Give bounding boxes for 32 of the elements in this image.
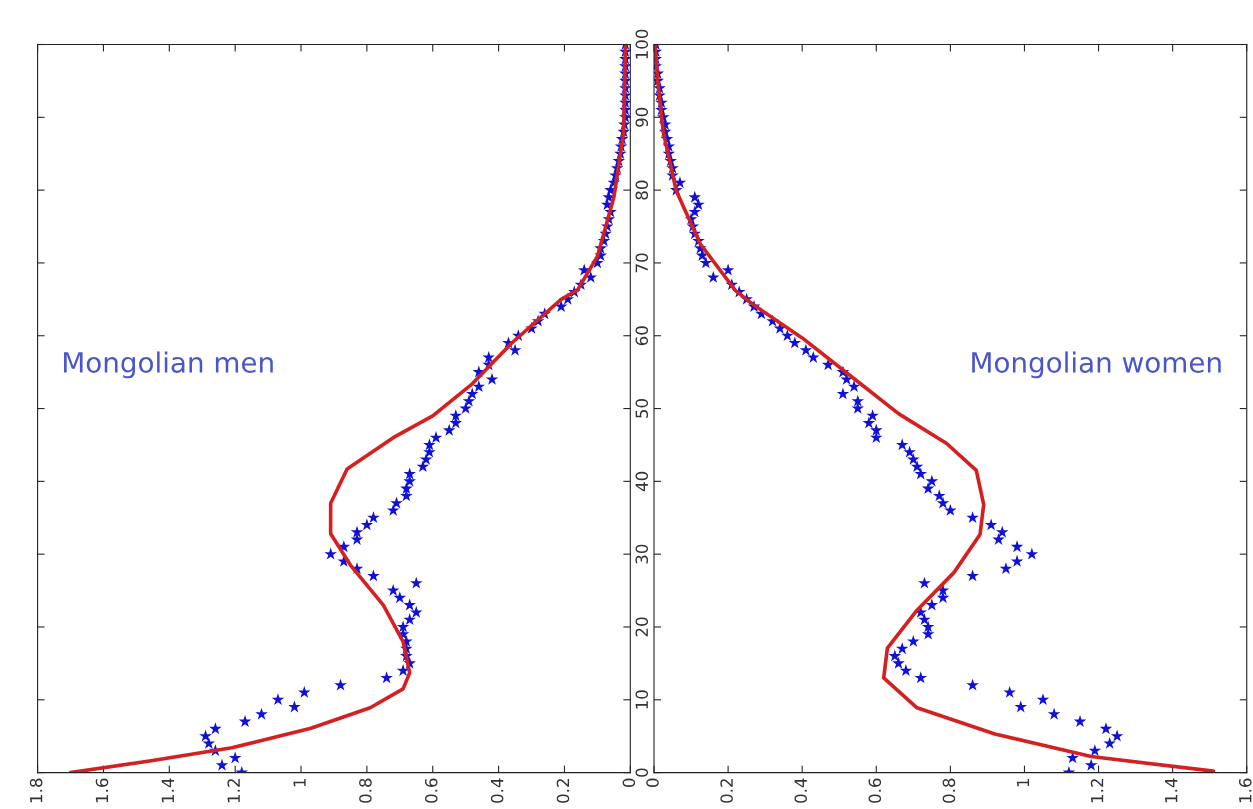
x-tick-label: 0.2 [556,779,570,803]
x-tick-label: 0.4 [490,778,504,803]
y-tick-label: 100 [635,29,649,59]
x-tick-label: 1 [1016,779,1030,787]
y-tick-label: 70 [635,253,649,273]
x-tick-label: 0 [646,778,659,787]
x-tick-label: 1.8 [29,778,43,803]
x-tick-label: 1.6 [95,778,109,803]
annotation: Mongolian men [64,351,273,379]
annotation: Mongolian women [972,351,1221,379]
x-tick-label: 1.4 [161,778,174,803]
x-tick-label: 0.6 [868,778,882,803]
x-tick-label: 0.8 [359,778,372,803]
x-tick-label: 1.6 [1238,778,1252,803]
x-tick-label: 1.2 [1090,779,1104,803]
y-tick-label: 50 [635,399,649,418]
x-tick-label: 1 [293,779,306,787]
y-tick-label: 0 [635,768,649,777]
y-tick-label: 40 [635,471,649,492]
y-tick-label: 90 [635,107,649,127]
x-tick-label: 1.4 [1165,778,1178,803]
x-tick-label: 1.2 [227,779,240,803]
x-tick-label: 0.4 [794,778,808,803]
y-tick-label: 30 [635,544,649,564]
y-tick-label: 60 [635,326,649,346]
y-tick-label: 80 [635,180,649,200]
x-tick-label: 0.8 [942,778,956,803]
y-tick-label: 20 [635,617,649,637]
x-tick-label: 0.2 [720,779,733,803]
x-tick-label: 0.6 [424,778,438,803]
x-tick-label: 0 [622,778,636,787]
y-tick-label: 10 [635,690,649,709]
